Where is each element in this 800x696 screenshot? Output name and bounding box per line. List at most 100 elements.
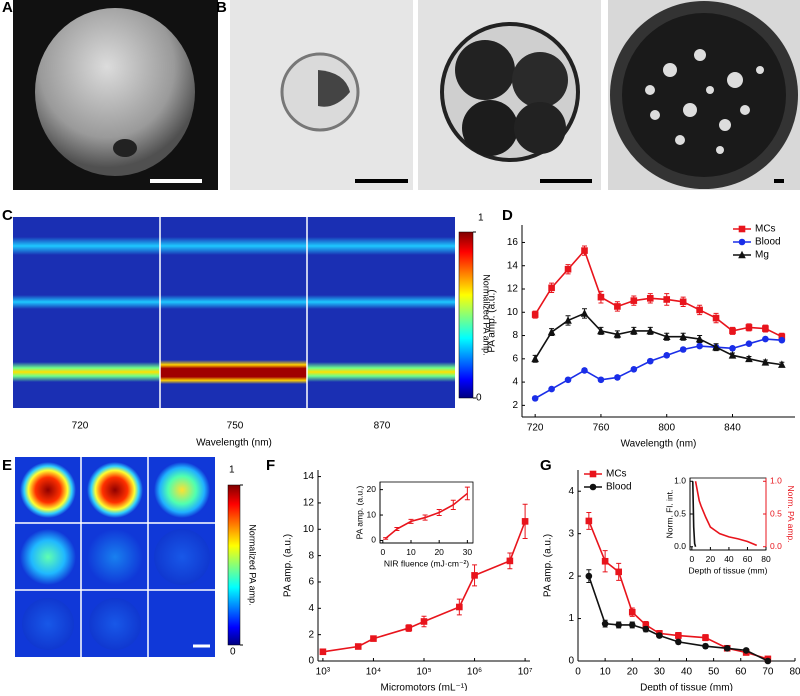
marker	[597, 293, 605, 301]
y-tick-label: 10	[367, 509, 377, 519]
pa-spot	[20, 462, 76, 518]
marker	[628, 621, 636, 629]
marker	[729, 327, 736, 335]
y-tick-label: 4	[568, 486, 574, 497]
y-tick-label: 10	[507, 307, 519, 318]
marker	[642, 621, 650, 629]
pa-spot	[87, 529, 143, 585]
x-tick-label: 70	[762, 667, 774, 678]
marker	[613, 330, 622, 338]
pa-spot	[154, 462, 210, 518]
category-label: 870	[374, 421, 391, 432]
marker	[630, 326, 638, 335]
marker	[456, 603, 463, 611]
x-tick-label: 30	[463, 547, 473, 557]
colorbar	[227, 484, 241, 646]
marker	[319, 648, 327, 656]
opening	[113, 139, 137, 157]
x-tick-label: 80	[761, 554, 771, 564]
y-tick-label: 10	[303, 524, 315, 535]
band	[13, 362, 160, 382]
marker	[764, 657, 772, 665]
particle-core	[462, 100, 518, 156]
marker	[778, 336, 786, 344]
inset-background	[689, 477, 767, 551]
pa-spot	[89, 598, 141, 650]
marker	[663, 296, 671, 303]
marker	[702, 634, 709, 641]
colorbar-label: Normalized PA amp.	[248, 524, 258, 605]
marker	[679, 298, 687, 306]
y-tick-label: 16	[507, 237, 519, 248]
y-tick-label: 20	[367, 484, 377, 494]
series-line	[534, 249, 783, 338]
y-tick-label: 0	[308, 656, 314, 667]
marker	[630, 365, 638, 373]
marker	[585, 572, 593, 580]
y-tick-label: 4	[308, 603, 314, 614]
x-tick-label: 0	[575, 667, 581, 678]
y-axis-label: Norm. Fl. int.	[664, 490, 674, 539]
pa-spot	[20, 529, 76, 585]
band	[13, 295, 455, 309]
y-axis-label: PA amp. (a.u.)	[487, 289, 498, 352]
category-label: 720	[72, 421, 89, 432]
colorbar-tick-label: 1	[229, 465, 235, 476]
x-tick-label: 0	[689, 554, 694, 564]
marker	[679, 346, 687, 353]
marker	[646, 295, 654, 302]
x-axis-label: Wavelength (nm)	[196, 438, 272, 449]
marker	[580, 309, 589, 317]
colorbar	[458, 231, 474, 399]
particle-inner	[622, 13, 786, 177]
marker	[728, 351, 737, 359]
marker	[564, 376, 572, 384]
marker	[702, 642, 709, 650]
marker	[723, 644, 731, 652]
x-tick-label: 10	[600, 667, 612, 678]
x-tick-label: 10³	[316, 667, 331, 678]
band	[13, 237, 455, 255]
band	[307, 362, 455, 382]
marker	[601, 620, 609, 627]
inset-background	[379, 481, 474, 544]
marker	[679, 332, 687, 341]
marker	[745, 324, 753, 331]
y-tick-label: 4	[512, 377, 518, 388]
colorbar-label: Normalized PA amp.	[482, 274, 492, 355]
x-axis-label: Micromotors (mL⁻¹)	[381, 683, 468, 691]
error-bar	[436, 508, 442, 517]
marker	[597, 326, 605, 335]
pa-spot	[154, 529, 210, 585]
x-tick-label: 10⁵	[416, 667, 431, 678]
y-tick-label: 12	[303, 498, 315, 509]
legend-marker	[738, 250, 746, 259]
marker	[745, 340, 753, 347]
error-bar	[422, 514, 428, 521]
marker	[420, 618, 428, 625]
marker	[762, 335, 769, 343]
x-tick-label: 720	[527, 423, 544, 434]
marker	[646, 326, 655, 335]
marker	[696, 306, 703, 314]
marker	[695, 334, 704, 343]
x-tick-label: 0	[380, 547, 385, 557]
series-line	[534, 338, 782, 400]
marker	[581, 367, 588, 374]
y-axis-label: PA amp. (a.u.)	[543, 534, 554, 597]
marker	[745, 354, 753, 363]
panel-label: B	[216, 0, 227, 16]
y-tick-label: 3	[568, 528, 574, 539]
legend-label: Blood	[606, 482, 632, 493]
x-axis-label: Depth of tissue (mm)	[640, 683, 733, 691]
legend-marker	[738, 238, 746, 246]
x-tick-label: 30	[654, 667, 666, 678]
marker	[531, 395, 539, 402]
particle-core	[318, 70, 350, 107]
panel-label: D	[502, 207, 513, 224]
legend-label: MCs	[606, 469, 627, 480]
series-line	[694, 481, 758, 547]
x-tick-label: 20	[627, 667, 639, 678]
error-bar	[408, 518, 414, 524]
